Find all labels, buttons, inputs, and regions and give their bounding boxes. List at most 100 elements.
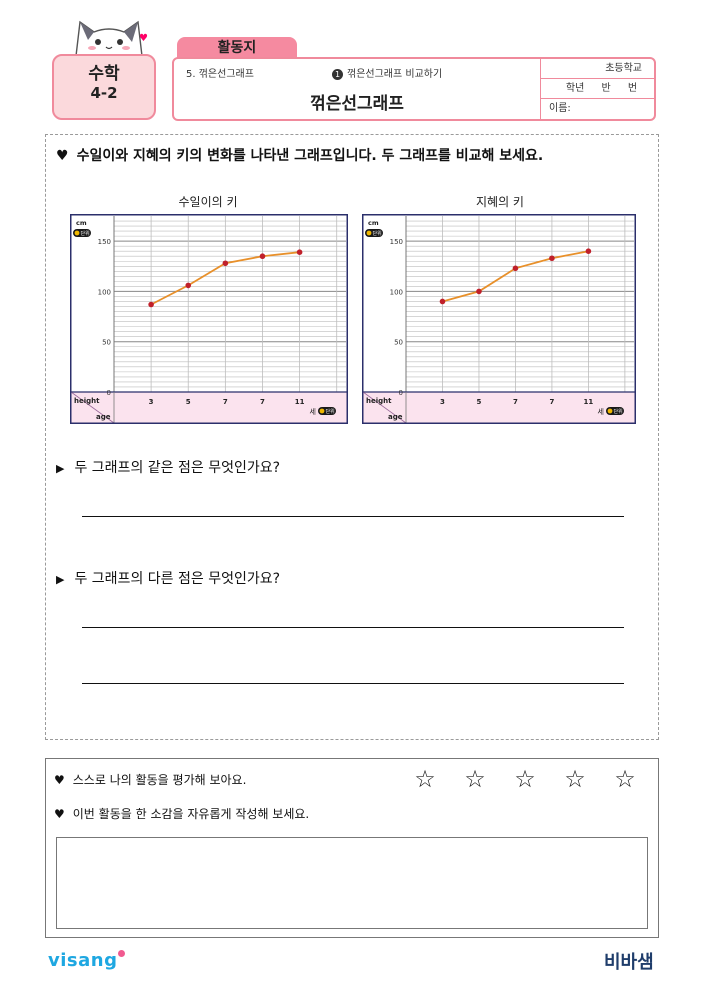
page-title: 꺾은선그래프 <box>310 94 404 114</box>
main-question-text: 수일이와 지혜의 키의 변화를 나타낸 그래프입니다. 두 그래프를 비교해 보… <box>76 148 544 164</box>
y-tick-label: 100 <box>98 288 111 296</box>
x-tick-label: 5 <box>477 398 482 406</box>
x-unit-label: 세 <box>310 407 316 416</box>
y-tick-label: 150 <box>390 238 403 246</box>
main-question: ♥ 수일이와 지혜의 키의 변화를 나타낸 그래프입니다. 두 그래프를 비교해 … <box>56 145 543 165</box>
row-label-age: age <box>388 413 403 421</box>
sub-question-1: ▶ 두 그래프의 같은 점은 무엇인가요? <box>56 457 280 477</box>
triangle-bullet-icon: ▶ <box>56 573 65 586</box>
x-tick-label: 11 <box>584 398 594 406</box>
star-rating: ☆ ☆ ☆ ☆ ☆ <box>414 765 636 793</box>
heart-bullet-icon: ♥ <box>54 807 65 821</box>
unit-badge-dot-icon <box>607 408 613 414</box>
lesson-label: 1 꺾은선그래프 비교하기 <box>332 65 442 80</box>
x-axis-band <box>71 392 347 423</box>
data-point <box>259 253 266 260</box>
lesson-text: 꺾은선그래프 비교하기 <box>347 69 443 80</box>
row-label-height: height <box>74 397 100 405</box>
sub-question-1-text: 두 그래프의 같은 점은 무엇인가요? <box>74 460 281 476</box>
chart-1-svg: height age 150 100 50 0 cm 단위 3 5 7 7 11 세 단위 <box>70 214 348 424</box>
star-icon-1[interactable]: ☆ <box>414 765 436 793</box>
data-point <box>222 260 229 267</box>
answer-line-3[interactable] <box>82 683 624 684</box>
star-icon-2[interactable]: ☆ <box>464 765 486 793</box>
x-tick-label: 7 <box>260 398 265 406</box>
y-tick-label: 50 <box>102 339 111 347</box>
x-tick-label: 7 <box>513 398 518 406</box>
class-field[interactable]: 학년 반 번 <box>541 79 654 99</box>
unit-badge-text: 단위 <box>614 408 623 415</box>
unit-badge-text: 단위 <box>326 408 335 415</box>
y-tick-label: 0 <box>107 389 111 397</box>
x-tick-label: 11 <box>295 398 305 406</box>
y-tick-label: 0 <box>399 389 403 397</box>
answer-line-2[interactable] <box>82 627 624 628</box>
impression-text: 이번 활동을 한 소감을 자유롭게 작성해 보세요. <box>72 807 310 821</box>
student-info-fields: 초등학교 학년 반 번 이름: <box>540 59 654 119</box>
data-point <box>148 301 154 308</box>
y-tick-label: 150 <box>98 238 111 246</box>
x-tick-label: 3 <box>440 398 445 406</box>
header-cell-diagonal <box>362 391 407 424</box>
subject-grade: 4-2 <box>90 84 118 102</box>
x-tick-label: 3 <box>149 398 154 406</box>
star-icon-3[interactable]: ☆ <box>514 765 536 793</box>
row-label-age: age <box>96 413 111 421</box>
data-point <box>476 288 482 295</box>
chart-1: height age 150 100 50 0 cm 단위 3 5 7 7 11 세 단위 <box>70 214 348 424</box>
sub-question-2: ▶ 두 그래프의 다른 점은 무엇인가요? <box>56 568 280 588</box>
heart-bullet-icon: ♥ <box>54 773 65 787</box>
name-field[interactable]: 이름: <box>549 103 571 114</box>
unit-badge-dot-icon <box>366 230 372 236</box>
y-tick-label: 50 <box>394 339 403 347</box>
sub-question-2-text: 두 그래프의 다른 점은 무엇인가요? <box>74 571 281 587</box>
x-tick-label: 7 <box>549 398 554 406</box>
vivasam-logo: 비바샘 <box>604 952 654 973</box>
impression-prompt: ♥ 이번 활동을 한 소감을 자유롭게 작성해 보세요. <box>54 805 309 822</box>
self-evaluation-section: ♥ 스스로 나의 활동을 평가해 보아요. ☆ ☆ ☆ ☆ ☆ ♥ 이번 활동을 한… <box>45 758 659 938</box>
cat-mascot-icon <box>75 20 143 56</box>
header-cell-diagonal <box>70 391 115 424</box>
star-icon-5[interactable]: ☆ <box>614 765 636 793</box>
x-axis-band <box>363 392 635 423</box>
x-tick-label: 7 <box>223 398 228 406</box>
visang-logo: visang <box>48 950 126 971</box>
chart-2-title: 지혜의 키 <box>476 195 524 209</box>
unit-badge-text: 단위 <box>373 230 382 237</box>
subject-badge: 수학 4-2 <box>52 54 156 120</box>
chart-border <box>70 214 348 424</box>
activity-tab-label: 활동지 <box>177 37 297 59</box>
unit-badge-text: 단위 <box>81 230 90 237</box>
x-unit-label: 세 <box>598 407 604 416</box>
y-tick-label: 100 <box>390 288 403 296</box>
data-point <box>185 282 192 289</box>
chart-1-title: 수일이의 키 <box>178 195 238 209</box>
activity-section: ♥ 수일이와 지혜의 키의 변화를 나타낸 그래프입니다. 두 그래프를 비교해 … <box>45 134 659 740</box>
y-unit-label: cm <box>76 219 87 227</box>
unit-label: 5. 꺾은선그래프 <box>186 69 254 80</box>
data-point <box>439 298 446 305</box>
logo-dot-icon <box>118 950 126 957</box>
chart-2: height age 150 100 50 0 cm 단위 3 5 7 7 11 세 단위 <box>362 214 636 424</box>
row-label-height: height <box>366 397 392 405</box>
triangle-bullet-icon: ▶ <box>56 462 65 475</box>
impression-writing-area[interactable] <box>56 837 648 929</box>
lesson-number-badge: 1 <box>332 69 343 80</box>
answer-line-1[interactable] <box>82 516 624 517</box>
chart-2-svg: height age 150 100 50 0 cm 단위 3 5 7 7 11 세 단위 <box>362 214 636 424</box>
heart-bullet-icon: ♥ <box>56 148 69 164</box>
x-tick-label: 5 <box>186 398 191 406</box>
data-point <box>549 255 555 262</box>
school-field[interactable]: 초등학교 <box>541 59 654 79</box>
lesson-info-box: 5. 꺾은선그래프 1 꺾은선그래프 비교하기 꺾은선그래프 초등학교 학년 반 … <box>172 57 656 121</box>
subject-name: 수학 <box>88 64 120 84</box>
data-point <box>512 265 519 272</box>
unit-badge-dot-icon <box>74 230 80 236</box>
heart-decoration-icon: ♥ <box>139 33 148 44</box>
chart-border <box>362 214 636 424</box>
self-eval-prompt: ♥ 스스로 나의 활동을 평가해 보아요. <box>54 771 246 788</box>
star-icon-4[interactable]: ☆ <box>564 765 586 793</box>
y-unit-label: cm <box>368 219 379 227</box>
self-eval-text: 스스로 나의 활동을 평가해 보아요. <box>72 773 247 787</box>
unit-badge-dot-icon <box>319 408 325 414</box>
